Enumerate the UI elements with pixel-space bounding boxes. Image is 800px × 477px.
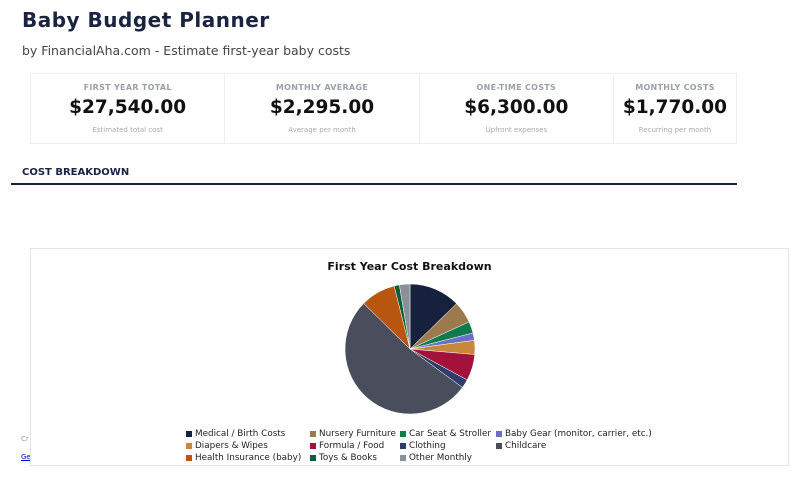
legend-label: Diapers & Wipes <box>195 440 268 451</box>
stat-value: $27,540.00 <box>69 97 187 118</box>
legend-label: Other Monthly <box>409 452 472 463</box>
legend-item[interactable]: Car Seat & Stroller <box>400 428 496 439</box>
legend-swatch <box>400 430 406 437</box>
legend-label: Formula / Food <box>319 440 385 451</box>
legend-item[interactable]: Formula / Food <box>310 440 400 451</box>
stat-label: ONE-TIME COSTS <box>476 83 557 92</box>
section-title: COST BREAKDOWN <box>22 167 130 178</box>
legend-label: Toys & Books <box>319 452 377 463</box>
legend-swatch <box>310 442 316 449</box>
legend-swatch <box>186 430 192 437</box>
legend-label: Car Seat & Stroller <box>409 428 491 439</box>
legend-label: Medical / Birth Costs <box>195 428 286 439</box>
legend-item[interactable]: Childcare <box>496 440 652 451</box>
chart-panel: First Year Cost Breakdown Medical / Birt… <box>30 248 789 466</box>
legend-item[interactable]: Nursery Furniture <box>310 428 400 439</box>
pie-chart <box>344 283 476 415</box>
stat-label: MONTHLY AVERAGE <box>275 83 369 92</box>
obscured-link[interactable]: Ge <box>21 453 31 461</box>
pie-slice[interactable] <box>344 303 463 415</box>
legend-swatch <box>400 454 406 461</box>
stat-value: $6,300.00 <box>464 97 569 118</box>
stat-monthly-costs: MONTHLY COSTS $1,770.00 Recurring per mont… <box>614 74 736 143</box>
legend-item[interactable]: Health Insurance (baby) <box>186 452 310 463</box>
legend-label: Clothing <box>409 440 446 451</box>
summary-stats: FIRST YEAR TOTAL $27,540.00 Estimated tota… <box>30 73 737 144</box>
legend-label: Baby Gear (monitor, carrier, etc.) <box>505 428 652 439</box>
stat-value: $2,295.00 <box>269 97 375 118</box>
stat-label: FIRST YEAR TOTAL <box>83 83 172 92</box>
chart-legend: Medical / Birth Costs Nursery Furniture Ca… <box>186 428 652 463</box>
stat-monthly-average: MONTHLY AVERAGE $2,295.00 Average per mont… <box>225 74 420 143</box>
legend-swatch <box>400 442 406 449</box>
section-divider <box>11 183 737 185</box>
page-subtitle: by FinancialAha.com - Estimate first-yea… <box>22 43 351 58</box>
legend-item[interactable]: Medical / Birth Costs <box>186 428 310 439</box>
stat-note: Recurring per month <box>638 126 712 134</box>
stat-first-year-total: FIRST YEAR TOTAL $27,540.00 Estimated tota… <box>31 74 226 143</box>
legend-item[interactable]: Toys & Books <box>310 452 400 463</box>
legend-label: Health Insurance (baby) <box>195 452 302 463</box>
pie-slice[interactable] <box>399 283 411 350</box>
legend-swatch <box>496 430 502 437</box>
legend-label: Nursery Furniture <box>319 428 396 439</box>
legend-swatch <box>186 454 192 461</box>
legend-item[interactable]: Diapers & Wipes <box>186 440 310 451</box>
legend-label: Childcare <box>505 440 547 451</box>
legend-swatch <box>310 454 316 461</box>
chart-title: First Year Cost Breakdown <box>327 260 492 273</box>
legend-item[interactable]: Other Monthly <box>400 452 496 463</box>
stat-value: $1,770.00 <box>622 97 728 118</box>
stat-one-time-costs: ONE-TIME COSTS $6,300.00 Upfront expenses <box>420 74 614 143</box>
stat-note: Estimated total cost <box>92 126 163 134</box>
legend-item[interactable]: Clothing <box>400 440 496 451</box>
obscured-text: Cr <box>21 435 29 443</box>
legend-swatch <box>186 442 192 449</box>
legend-item[interactable]: Baby Gear (monitor, carrier, etc.) <box>496 428 652 439</box>
stat-note: Upfront expenses <box>485 126 548 134</box>
page-title: Baby Budget Planner <box>22 8 270 32</box>
legend-swatch <box>496 442 502 449</box>
legend-swatch <box>310 430 316 437</box>
stat-label: MONTHLY COSTS <box>635 83 715 92</box>
stat-note: Average per month <box>288 126 356 134</box>
